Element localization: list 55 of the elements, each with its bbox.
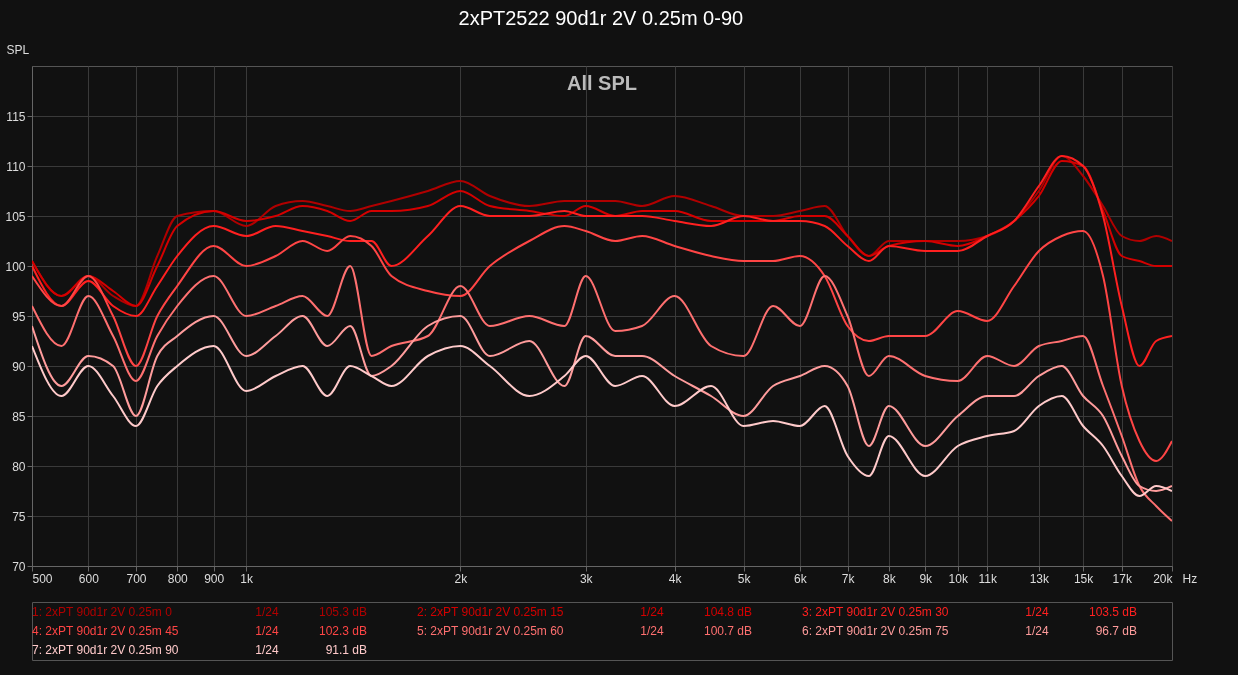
- y-tick-label: 105: [5, 209, 26, 224]
- x-axis-title: Hz: [1182, 571, 1198, 586]
- text: 1/24: [255, 624, 279, 638]
- y-tick-label: 110: [6, 159, 26, 174]
- text: 102.3 dB: [318, 624, 367, 638]
- text: 1/24: [1025, 624, 1049, 638]
- text: 1/24: [640, 604, 664, 619]
- y-tick-label: 70: [12, 559, 26, 574]
- text: 4: 2xPT 90d1r 2V 0.25m 45: [32, 624, 179, 638]
- text: 96.7 dB: [1095, 624, 1137, 638]
- text: 6: 2xPT 90d1r 2V 0.25m 75: [802, 624, 949, 638]
- text: 100.7 dB: [703, 624, 752, 638]
- chart-title: 2xPT2522 90d1r 2V 0.25m 0-90: [458, 6, 744, 29]
- x-tick-label: 500: [32, 571, 53, 586]
- text: 1/24: [255, 643, 279, 658]
- text: 3: 2xPT 90d1r 2V 0.25m 30: [802, 604, 949, 619]
- x-tick-label: 11k: [978, 571, 998, 586]
- x-tick-label: 8k: [882, 571, 897, 586]
- x-tick-label: 20k: [1153, 571, 1174, 586]
- text: 2: 2xPT 90d1r 2V 0.25m 15: [417, 604, 564, 619]
- text: 91.1 dB: [325, 643, 367, 658]
- text: 1/24: [255, 604, 279, 619]
- x-tick-label: 1k: [240, 571, 255, 586]
- text: 103.5 dB: [1088, 604, 1137, 619]
- y-tick-label: 85: [12, 409, 26, 424]
- text: 1/24: [640, 624, 664, 638]
- text: 1: 2xPT 90d1r 2V 0.25m 0: [32, 604, 173, 619]
- y-tick-label: 115: [6, 109, 26, 124]
- text: 104.8 dB: [703, 604, 752, 619]
- x-tick-label: 6k: [794, 571, 808, 586]
- x-tick-label: 9k: [919, 571, 934, 586]
- x-tick-label: 10k: [948, 571, 969, 586]
- x-tick-label: 15k: [1073, 571, 1095, 586]
- x-tick-label: 2k: [454, 571, 469, 586]
- text: 5: 2xPT 90d1r 2V 0.25m 60: [417, 624, 564, 638]
- x-tick-label: 900: [204, 571, 225, 586]
- x-tick-label: 3k: [579, 571, 594, 586]
- y-axis-title: SPL: [6, 42, 30, 57]
- x-tick-label: 700: [126, 571, 147, 586]
- annotation: All SPL: [566, 72, 638, 94]
- x-tick-label: 800: [167, 571, 189, 586]
- x-tick-label: 600: [78, 571, 100, 586]
- y-tick-label: 95: [12, 309, 26, 324]
- text: 105.3 dB: [318, 604, 367, 619]
- x-tick-label: 13k: [1029, 571, 1051, 586]
- x-tick-label: 5k: [737, 571, 752, 586]
- x-tick-label: 7k: [841, 571, 856, 586]
- y-tick-label: 80: [12, 459, 26, 474]
- y-tick-label: 100: [5, 259, 26, 274]
- x-tick-label: 17k: [1112, 571, 1133, 586]
- text: 1/24: [1025, 604, 1049, 619]
- text: 7: 2xPT 90d1r 2V 0.25m 90: [32, 643, 179, 658]
- y-tick-label: 75: [12, 509, 26, 524]
- y-tick-label: 90: [12, 359, 26, 374]
- x-tick-label: 4k: [668, 571, 683, 586]
